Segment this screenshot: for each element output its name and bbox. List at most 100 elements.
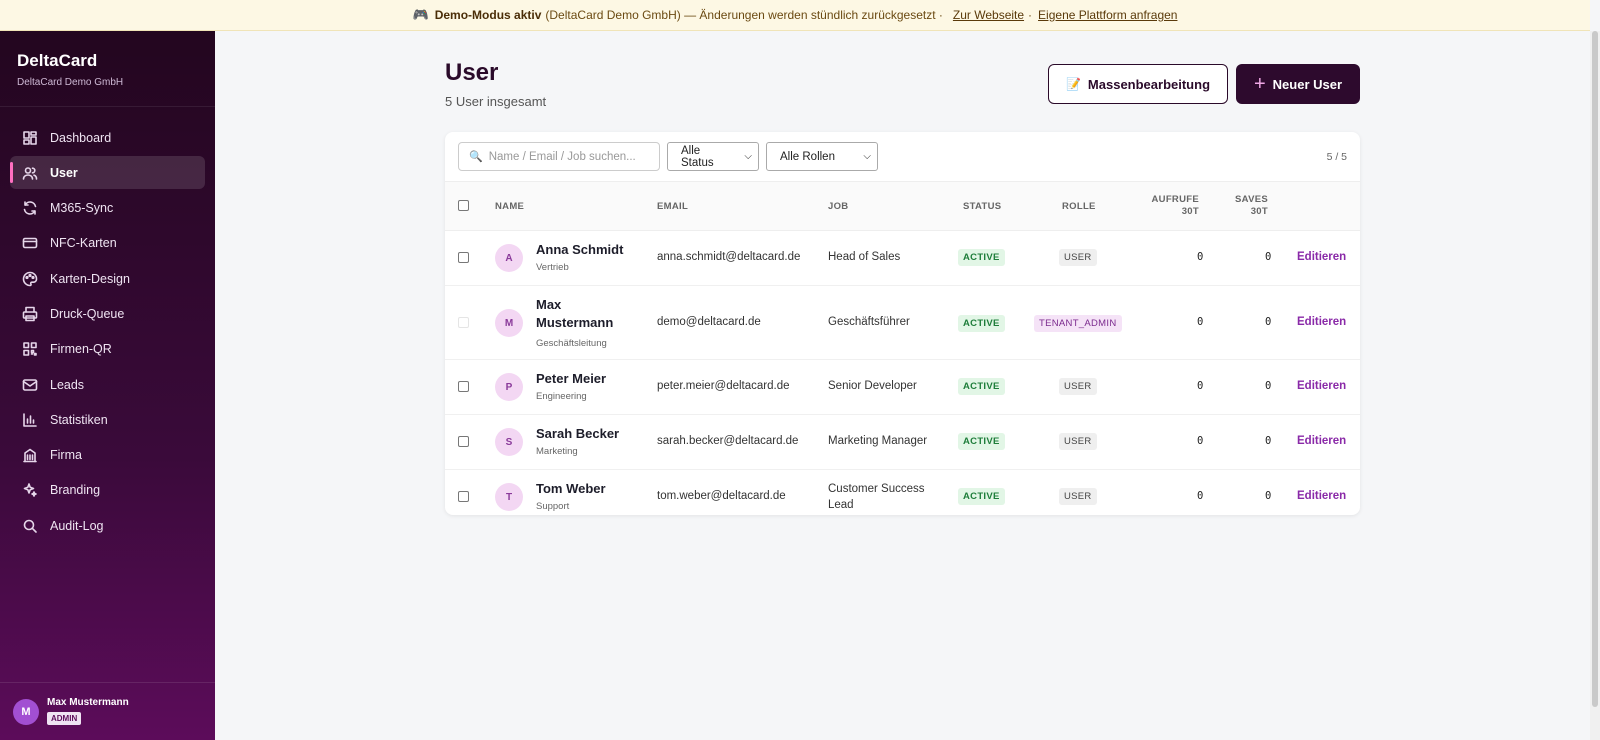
sidebar-item-statistiken[interactable]: Statistiken <box>10 403 205 436</box>
calls-count: 0 <box>1197 251 1204 263</box>
row-checkbox[interactable] <box>458 317 469 328</box>
table-header: NAME EMAIL JOB STATUS ROLLE AUFRUFE 30T S… <box>445 182 1360 231</box>
role-badge: TENANT_ADMIN <box>1034 315 1122 332</box>
column-header-email[interactable]: EMAIL <box>657 201 689 212</box>
column-header-calls-line1: AUFRUFE <box>1151 194 1199 205</box>
sidebar-item-firma[interactable]: Firma <box>10 439 205 472</box>
printer-icon <box>22 306 38 322</box>
user-email: sarah.becker@deltacard.de <box>657 435 799 447</box>
calls-count: 0 <box>1197 435 1204 447</box>
scrollbar-thumb[interactable] <box>1592 31 1598 707</box>
sidebar-nav: Dashboard User M365-Sync NFC-Karten Kart… <box>0 107 215 542</box>
building-icon <box>23 448 37 463</box>
mass-edit-button[interactable]: 📝 Massenbearbeitung <box>1048 64 1228 104</box>
search-input[interactable]: 🔍 Name / Email / Job suchen... <box>458 142 660 171</box>
calls-count: 0 <box>1197 380 1204 392</box>
gamepad-icon: 🎮 <box>412 7 429 22</box>
mass-edit-label: Massenbearbeitung <box>1087 76 1211 92</box>
sidebar-item-label: Dashboard <box>50 130 112 145</box>
user-name: Tom Weber <box>536 481 606 496</box>
table-row[interactable]: M Max Mustermann Geschäftsleitung demo@d… <box>445 286 1360 360</box>
sidebar-item-leads[interactable]: Leads <box>10 368 205 401</box>
table-row[interactable]: P Peter Meier Engineering peter.meier@de… <box>445 360 1360 415</box>
table-row[interactable]: T Tom Weber Support tom.weber@deltacard.… <box>445 470 1360 515</box>
sidebar-item-branding[interactable]: Branding <box>10 474 205 507</box>
edit-link[interactable]: Editieren <box>1297 251 1347 263</box>
table-row[interactable]: A Anna Schmidt Vertrieb anna.schmidt@del… <box>445 231 1360 286</box>
sidebar-item-dashboard[interactable]: Dashboard <box>10 121 205 154</box>
row-checkbox[interactable] <box>458 491 469 502</box>
edit-link[interactable]: Editieren <box>1297 316 1347 328</box>
sidebar-item-label: M365-Sync <box>50 201 114 216</box>
sidebar: DeltaCard DeltaCard Demo GmbH Dashboard … <box>0 31 215 740</box>
page-scrollbar[interactable] <box>1590 31 1600 740</box>
column-header-calls[interactable]: AUFRUFE 30T <box>1152 194 1200 218</box>
column-header-name[interactable]: NAME <box>495 201 525 212</box>
sidebar-item-label: Leads <box>50 377 85 392</box>
column-header-job[interactable]: JOB <box>828 201 849 212</box>
table-row[interactable]: S Sarah Becker Marketing sarah.becker@de… <box>445 415 1360 470</box>
users-icon <box>22 166 38 180</box>
avatar: A <box>495 244 523 272</box>
sidebar-item-m365-sync[interactable]: M365-Sync <box>10 192 205 225</box>
user-table-card: 🔍 Name / Email / Job suchen... Alle Stat… <box>445 132 1360 515</box>
search-icon: 🔍 <box>469 151 483 163</box>
request-platform-link[interactable]: Eigene Plattform anfragen <box>1038 8 1178 22</box>
current-user[interactable]: M Max Mustermann ADMIN <box>0 682 215 740</box>
sidebar-item-user[interactable]: User <box>10 156 205 190</box>
sidebar-item-druck-queue[interactable]: Druck-Queue <box>10 297 205 330</box>
status-filter-select[interactable]: Alle Status ⌵ <box>667 142 759 171</box>
mail-icon <box>22 378 38 391</box>
search-icon <box>23 519 37 533</box>
sidebar-item-label: Statistiken <box>50 412 108 427</box>
row-checkbox[interactable] <box>458 252 469 263</box>
avatar: M <box>13 698 39 725</box>
sidebar-item-label: Firma <box>50 448 82 463</box>
edit-link[interactable]: Editieren <box>1297 380 1347 392</box>
sidebar-item-karten-design[interactable]: Karten-Design <box>10 262 205 295</box>
brand-company: DeltaCard Demo GmbH <box>17 77 124 88</box>
row-checkbox[interactable] <box>458 381 469 392</box>
card-icon <box>22 238 38 249</box>
table-toolbar: 🔍 Name / Email / Job suchen... Alle Stat… <box>445 132 1360 182</box>
status-badge: ACTIVE <box>958 315 1005 332</box>
role-badge: USER <box>1059 249 1097 266</box>
column-header-status[interactable]: STATUS <box>963 201 1002 212</box>
sidebar-item-label: Branding <box>50 483 101 498</box>
role-badge: USER <box>1059 378 1097 395</box>
user-department: Geschäftsleitung <box>536 338 607 349</box>
status-badge: ACTIVE <box>958 378 1005 395</box>
sidebar-item-label: Audit-Log <box>50 518 104 533</box>
row-checkbox[interactable] <box>458 436 469 447</box>
column-header-saves[interactable]: SAVES 30T <box>1235 194 1268 218</box>
memo-icon: 📝 <box>1065 77 1081 91</box>
saves-count: 0 <box>1265 251 1272 263</box>
select-all-checkbox[interactable] <box>458 200 469 211</box>
edit-link[interactable]: Editieren <box>1297 435 1347 447</box>
avatar: P <box>495 373 523 401</box>
user-email: peter.meier@deltacard.de <box>657 380 790 392</box>
sidebar-item-nfc-karten[interactable]: NFC-Karten <box>10 227 205 260</box>
brand-name: DeltaCard <box>17 51 98 70</box>
sidebar-item-label: Karten-Design <box>50 271 130 286</box>
new-user-button[interactable]: + Neuer User <box>1236 64 1360 104</box>
sidebar-item-label: User <box>50 165 78 180</box>
column-header-role[interactable]: ROLLE <box>1062 201 1096 212</box>
user-department: Support <box>536 501 570 512</box>
dashboard-icon <box>23 130 37 145</box>
sidebar-item-audit-log[interactable]: Audit-Log <box>10 509 205 542</box>
role-filter-value: Alle Rollen <box>780 150 835 163</box>
user-job: Customer Success Lead <box>828 483 925 511</box>
banner-text: (DeltaCard Demo GmbH) — Änderungen werde… <box>545 8 943 22</box>
page-title: User <box>445 59 499 86</box>
user-department: Marketing <box>536 446 578 457</box>
edit-link[interactable]: Editieren <box>1297 490 1347 502</box>
sidebar-item-firmen-qr[interactable]: Firmen-QR <box>10 333 205 366</box>
user-job: Head of Sales <box>828 251 901 263</box>
column-header-calls-line2: 30T <box>1181 206 1199 217</box>
avatar: T <box>495 483 523 511</box>
role-filter-select[interactable]: Alle Rollen ⌵ <box>766 142 878 171</box>
website-link[interactable]: Zur Webseite <box>952 8 1025 22</box>
calls-count: 0 <box>1197 490 1204 502</box>
chevron-down-icon: ⌵ <box>863 151 871 162</box>
